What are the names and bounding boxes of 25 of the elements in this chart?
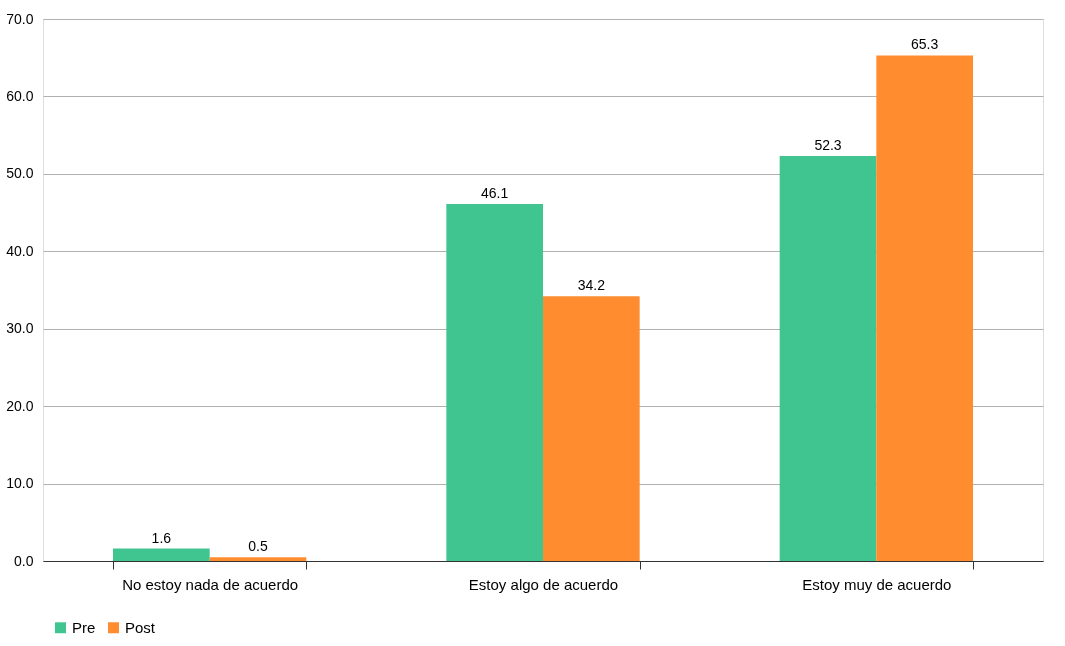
y-tick-label: 60.0 [6,87,34,104]
y-tick-label: 20.0 [6,397,34,414]
y-tick-label: 70.0 [6,10,34,27]
y-tick-label: 30.0 [6,320,34,337]
x-tick-label: No estoy nada de acuerdo [122,575,299,593]
x-tick-label: Estoy algo de acuerdo [468,575,619,593]
legend-label: Pre [72,618,96,636]
data-label: 65.3 [911,36,939,53]
bar [876,55,973,561]
bar [543,296,640,561]
data-label: 46.1 [481,185,509,202]
y-tick-label: 10.0 [6,475,34,492]
data-label: 52.3 [814,137,842,154]
data-label: 0.5 [248,538,268,555]
bar [446,204,543,561]
x-tick-label: Estoy muy de acuerdo [802,575,952,593]
data-label: 34.2 [577,277,606,294]
bar [113,548,210,561]
bar [779,156,877,561]
data-label: 1.6 [151,529,172,546]
bar [209,557,307,561]
y-tick-label: 40.0 [6,242,34,259]
legend-label: Post [125,618,156,636]
y-tick-label: 0.0 [14,552,34,569]
y-tick-label: 50.0 [6,165,34,182]
